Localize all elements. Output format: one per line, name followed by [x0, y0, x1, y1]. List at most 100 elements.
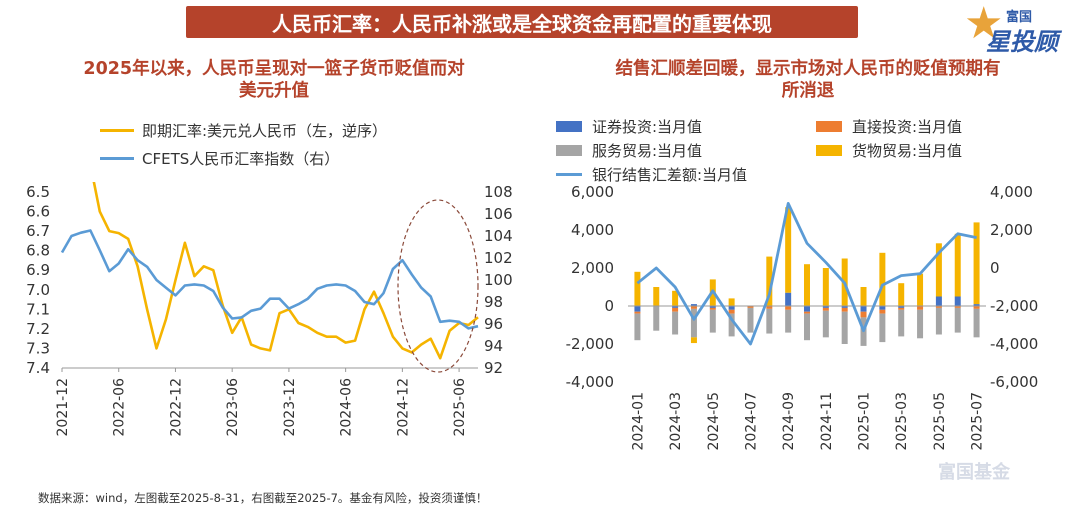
bar-2 — [709, 309, 716, 333]
right-chart-title-line1: 结售汇顺差回暖，显示市场对人民币的贬值预期有 — [615, 59, 1001, 79]
x-tick-label: 2025-01 — [857, 392, 873, 451]
left-y-tick-label: 7.2 — [26, 320, 50, 338]
bar-0 — [690, 304, 697, 306]
right-y-tick-label: 96 — [484, 315, 503, 333]
bar-1 — [935, 306, 942, 308]
bar-0 — [634, 306, 641, 312]
bar-2 — [898, 309, 905, 337]
bar-0 — [935, 296, 942, 306]
bar-1 — [766, 306, 773, 309]
bar-0 — [954, 296, 961, 306]
right-y-tick-label: -6,000 — [990, 373, 1038, 391]
x-tick-label: 2025-07 — [970, 392, 986, 451]
left-y-tick-label: 4,000 — [571, 221, 614, 239]
bar-0 — [672, 306, 679, 308]
bar-2 — [766, 308, 773, 334]
left-y-tick-label: -2,000 — [566, 335, 614, 353]
legend-swatch-gray — [556, 145, 582, 156]
bar-2 — [917, 309, 924, 339]
bar-0 — [804, 306, 810, 312]
x-tick-label: 2024-09 — [781, 392, 797, 451]
x-tick-label: 2022-12 — [168, 378, 184, 437]
series-line-0 — [92, 182, 479, 360]
series-line-1 — [60, 229, 479, 330]
bar-2 — [935, 307, 942, 335]
right-chart: 6,000 4,000 2,000 0 -2,000 -4,000 4,000 2,000 0 -… — [566, 183, 1039, 451]
x-tick-label: 2025-06 — [452, 378, 468, 437]
left-chart-title-line2: 美元升值 — [239, 81, 309, 101]
bar-1 — [822, 307, 829, 311]
left-y-tick-label: 7.4 — [26, 359, 50, 377]
bar-1 — [785, 306, 792, 310]
left-y-tick-label: 6,000 — [571, 183, 614, 201]
legend-label: 直接投资:当月值 — [852, 118, 963, 136]
right-y-tick-label: 100 — [484, 271, 513, 289]
x-tick-label: 2024-11 — [819, 392, 835, 451]
x-tick-label: 2025-03 — [894, 392, 910, 451]
star-icon: ★ — [964, 0, 1004, 49]
right-legend-settlement: 银行结售汇差额:当月值 — [556, 164, 747, 185]
right-y-tick-label: -4,000 — [990, 335, 1038, 353]
x-tick-label: 2024-06 — [339, 378, 355, 437]
bar-3 — [898, 283, 905, 306]
legend-label: 即期汇率:美元兑人民币（左，逆序） — [142, 122, 388, 140]
right-y-tick-label: 92 — [484, 359, 503, 377]
bar-1 — [804, 311, 810, 314]
legend-swatch-gold — [816, 145, 842, 156]
right-y-tick-label: 98 — [484, 293, 503, 311]
bar-2 — [728, 313, 735, 337]
bar-3 — [954, 233, 961, 297]
legend-label: 服务贸易:当月值 — [592, 142, 703, 160]
right-legend-securities: 证券投资:当月值 — [556, 116, 702, 137]
bar-1 — [860, 311, 867, 318]
left-legend-spot-rate: 即期汇率:美元兑人民币（左，逆序） — [100, 120, 387, 141]
right-y-tick-label: 0 — [990, 259, 1000, 277]
highlight-ellipse — [397, 199, 479, 373]
legend-label: CFETS人民币汇率指数（右） — [142, 150, 340, 168]
right-legend-direct: 直接投资:当月值 — [816, 116, 962, 137]
bar-3 — [973, 222, 980, 305]
left-y-tick-label: 6.6 — [26, 203, 50, 221]
legend-swatch-blue — [100, 157, 134, 160]
right-y-tick-label: 4,000 — [990, 183, 1033, 201]
bar-3 — [860, 287, 867, 306]
brand-name: 星投顾 — [986, 28, 1058, 56]
legend-swatch-blue — [556, 173, 582, 176]
bar-0 — [860, 306, 867, 312]
left-chart-title-line1: 2025年以来，人民币呈现对一篮子货币贬值而对 — [83, 59, 465, 79]
bar-1 — [634, 311, 641, 314]
right-legend-services: 服务贸易:当月值 — [556, 140, 702, 161]
bar-1 — [672, 307, 679, 312]
left-chart-title: 2025年以来，人民币呈现对一篮子货币贬值而对 美元升值 — [18, 58, 530, 102]
bar-3 — [728, 298, 735, 306]
brand-logo: ★ 富国 星投顾 — [964, 0, 1068, 57]
settlement-line — [636, 201, 977, 346]
bar-1 — [954, 306, 961, 308]
legend-swatch-gold — [100, 129, 134, 132]
right-chart-title-line2: 所消退 — [781, 81, 835, 101]
bar-0 — [822, 306, 829, 308]
bar-0 — [898, 306, 905, 308]
bar-0 — [879, 306, 886, 310]
bar-3 — [653, 287, 660, 306]
left-y-tick-label: 0 — [604, 297, 614, 315]
bar-2 — [653, 306, 660, 331]
bar-0 — [973, 304, 980, 306]
left-legend-cfets: CFETS人民币汇率指数（右） — [100, 148, 339, 169]
bar-3 — [690, 337, 697, 344]
bar-2 — [879, 313, 886, 343]
bar-3 — [766, 256, 773, 306]
bar-2 — [804, 313, 810, 341]
bar-0 — [728, 306, 735, 310]
left-chart: 6.5 6.66.7 6.86.9 7.07.1 7.27.3 7.4 108 106 104 1… — [26, 182, 513, 437]
legend-label: 证券投资:当月值 — [592, 118, 703, 136]
x-tick-label: 2025-05 — [932, 392, 948, 451]
bar-1 — [917, 306, 924, 310]
bar-3 — [917, 273, 924, 306]
x-tick-label: 2024-12 — [395, 378, 411, 437]
watermark: 富国基金 — [938, 462, 1010, 483]
x-tick-label: 2024-03 — [668, 392, 684, 451]
right-y-tick-label: 102 — [484, 249, 513, 267]
left-y-tick-label: 7.0 — [26, 281, 50, 299]
bar-1 — [898, 307, 905, 310]
